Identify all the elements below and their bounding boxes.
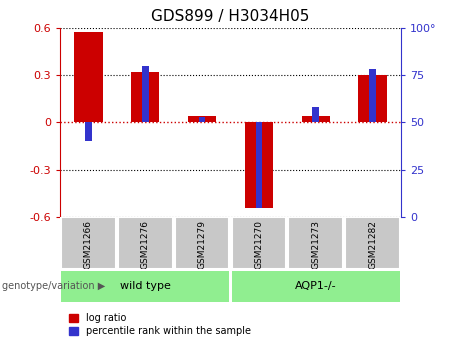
Bar	[345, 217, 400, 269]
Text: AQP1-/-: AQP1-/-	[295, 281, 337, 290]
Bar	[231, 271, 400, 302]
Bar	[301, 116, 330, 122]
Bar	[358, 75, 387, 122]
Text: GSM21266: GSM21266	[84, 220, 93, 269]
Bar	[175, 217, 230, 269]
Bar	[74, 32, 102, 122]
Bar	[131, 72, 160, 122]
Bar	[231, 217, 286, 269]
Legend: log ratio, percentile rank within the sample: log ratio, percentile rank within the sa…	[65, 309, 255, 340]
Bar	[61, 271, 230, 302]
Bar	[369, 69, 376, 122]
Text: GSM21270: GSM21270	[254, 220, 263, 269]
Bar	[85, 122, 92, 141]
Text: GSM21276: GSM21276	[141, 220, 150, 269]
Bar	[289, 217, 343, 269]
Bar	[61, 217, 116, 269]
Bar	[313, 107, 319, 122]
Title: GDS899 / H3034H05: GDS899 / H3034H05	[151, 9, 310, 24]
Bar	[118, 217, 172, 269]
Bar	[245, 122, 273, 208]
Text: GSM21282: GSM21282	[368, 220, 377, 269]
Bar	[199, 117, 206, 122]
Bar	[255, 122, 262, 208]
Text: GSM21279: GSM21279	[198, 220, 207, 269]
Text: GSM21273: GSM21273	[311, 220, 320, 269]
Text: wild type: wild type	[120, 281, 171, 290]
Bar	[188, 116, 216, 122]
Bar	[142, 66, 148, 122]
Text: genotype/variation ▶: genotype/variation ▶	[2, 282, 106, 291]
